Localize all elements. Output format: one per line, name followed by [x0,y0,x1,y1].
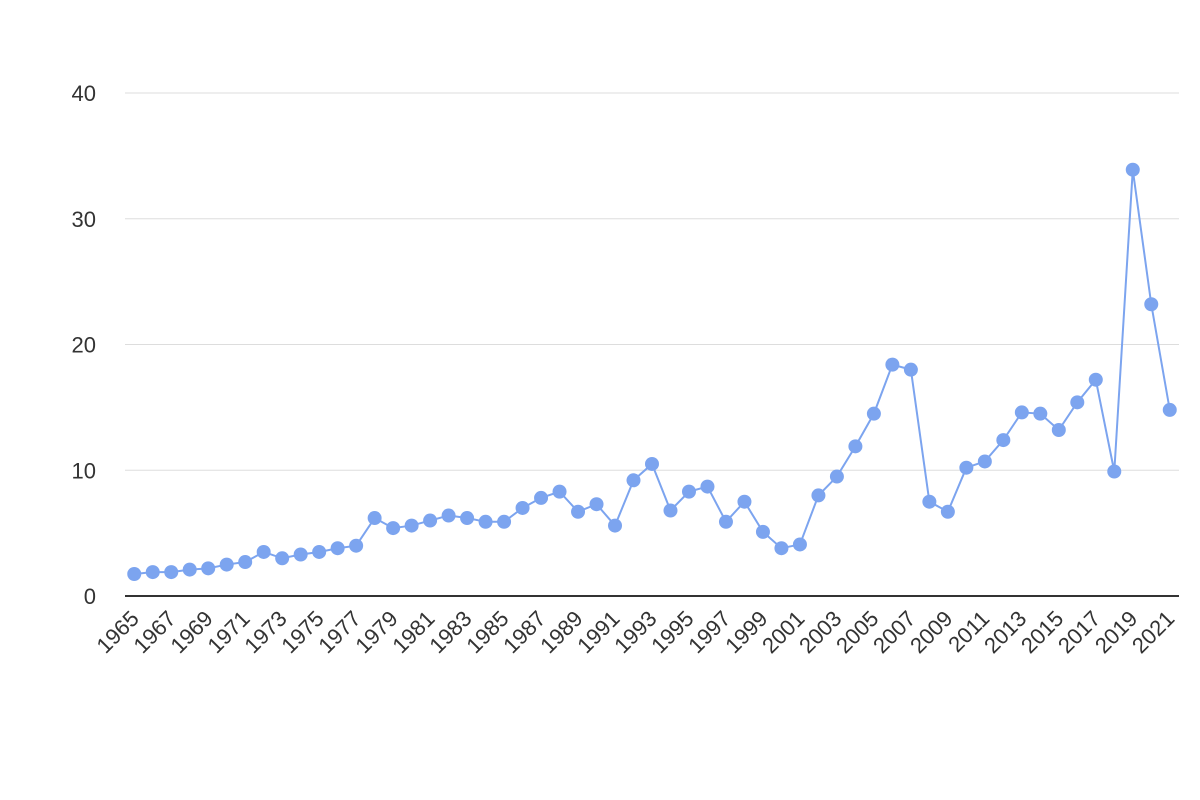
point [829,469,844,484]
point [145,565,160,580]
point [700,479,715,494]
point [1162,402,1177,417]
y-tick-label: 20 [72,333,96,358]
point [755,524,770,539]
point [201,561,216,576]
point [589,497,604,512]
point [996,433,1011,448]
point [441,508,456,523]
point [534,490,549,505]
line [134,169,1171,575]
x-tick-label: 2021 [1127,606,1179,658]
point [645,456,659,471]
point [571,504,586,519]
point [626,473,641,488]
point [1107,464,1122,479]
point [903,362,918,377]
point [1125,162,1140,177]
point [1088,372,1103,387]
point [718,514,733,529]
point [312,544,327,559]
point [959,460,974,475]
point [940,504,955,519]
point [275,551,290,566]
point [182,562,197,577]
point [404,518,419,533]
y-tick-label: 0 [84,584,96,609]
point [885,357,900,372]
point [1014,405,1029,420]
y-tick-label: 40 [72,81,96,106]
point [663,503,678,518]
y-tick-label: 30 [72,207,96,232]
point [681,484,696,499]
point [367,511,382,526]
point [256,544,271,559]
point [792,537,807,552]
point [552,484,567,499]
point [349,538,364,553]
point [497,514,512,529]
point [478,514,493,529]
point [423,513,438,528]
point [1033,406,1048,421]
point [330,541,345,556]
point [386,521,401,536]
point [737,494,752,509]
point [219,557,234,572]
point [774,541,789,556]
point [238,555,253,570]
point [515,500,530,515]
point [127,566,142,581]
y-tick-label: 10 [72,458,96,483]
point [1144,297,1159,312]
point [608,518,623,533]
point [1070,395,1085,410]
point [811,488,826,503]
point [866,406,881,421]
point [164,565,179,580]
point [977,454,992,469]
point [922,494,937,509]
point [848,439,863,454]
point [460,511,475,526]
point [1051,423,1066,438]
point [293,547,308,562]
